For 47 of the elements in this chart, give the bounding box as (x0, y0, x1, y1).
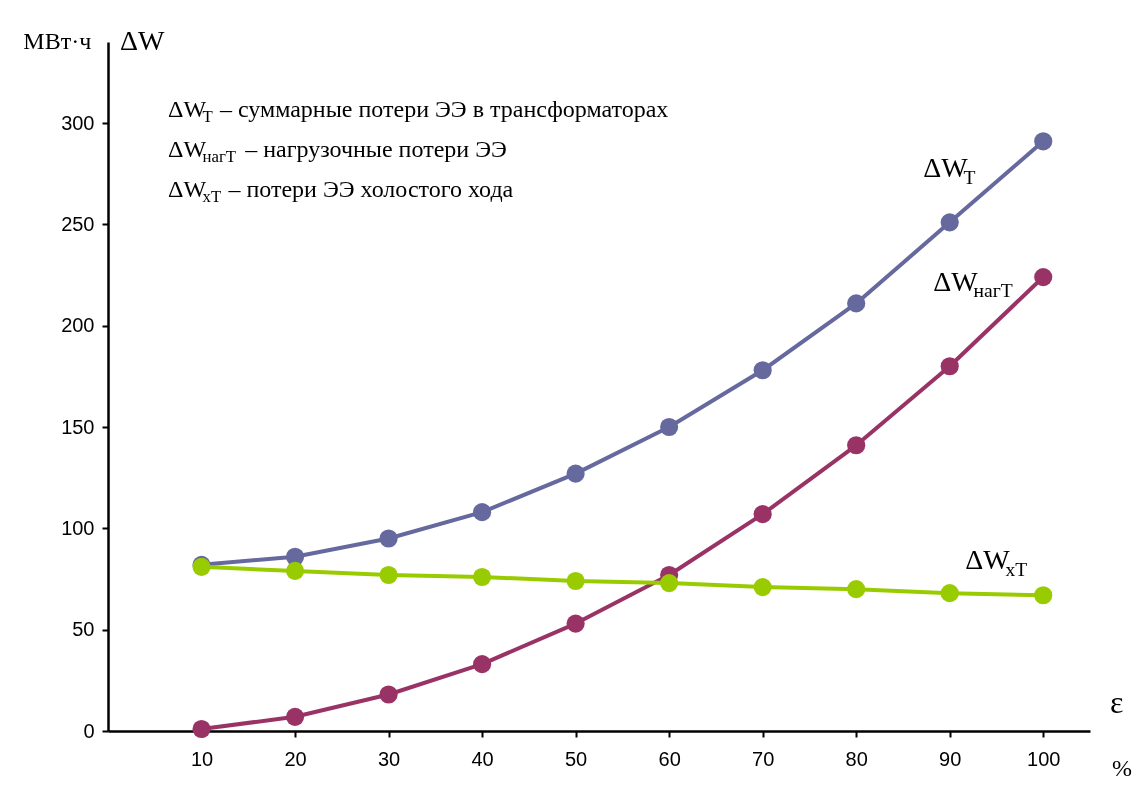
y-tick-label: 300 (61, 111, 95, 134)
point (473, 567, 492, 587)
point (285, 707, 305, 726)
x-tick-label: 100 (1027, 747, 1061, 770)
y-tick-label: 150 (61, 415, 95, 438)
point (660, 574, 679, 593)
y-tick-label: 250 (61, 212, 95, 235)
point (566, 614, 585, 633)
x-axis-title: ε (1110, 684, 1124, 720)
x-tick-label: 30 (377, 747, 401, 770)
point (379, 565, 398, 585)
point (847, 580, 866, 599)
point (753, 361, 772, 380)
point (285, 561, 305, 580)
point (660, 417, 679, 437)
point (1034, 586, 1053, 605)
point (940, 213, 959, 232)
y-tick-label: 0 (83, 719, 95, 742)
point (940, 584, 959, 603)
x-tick-label: 50 (564, 747, 588, 770)
point (753, 505, 772, 524)
point (473, 503, 492, 522)
point (940, 357, 959, 376)
point (1034, 268, 1053, 287)
x-tick-label: 10 (190, 747, 214, 770)
point (192, 719, 211, 739)
point (379, 685, 398, 704)
y-axis-title: ΔW (120, 25, 166, 56)
point (473, 655, 492, 674)
y-tick-label: 200 (61, 314, 95, 337)
point (1034, 132, 1053, 151)
y-tick-label: 100 (61, 516, 95, 539)
x-tick-label: 70 (752, 747, 775, 770)
point (753, 578, 772, 597)
x-tick-label: 60 (658, 747, 681, 770)
x-tick-label: 40 (471, 747, 494, 770)
x-tick-label: 20 (284, 747, 307, 770)
point (847, 294, 866, 313)
point (566, 464, 585, 483)
text: МВт·ч (23, 28, 92, 54)
x-tick-label: 90 (939, 747, 962, 770)
text: % (1112, 755, 1132, 781)
point (379, 529, 398, 548)
y-tick-label: 50 (72, 618, 95, 641)
point (847, 436, 866, 455)
x-tick-label: 80 (845, 747, 868, 770)
point (566, 571, 585, 591)
